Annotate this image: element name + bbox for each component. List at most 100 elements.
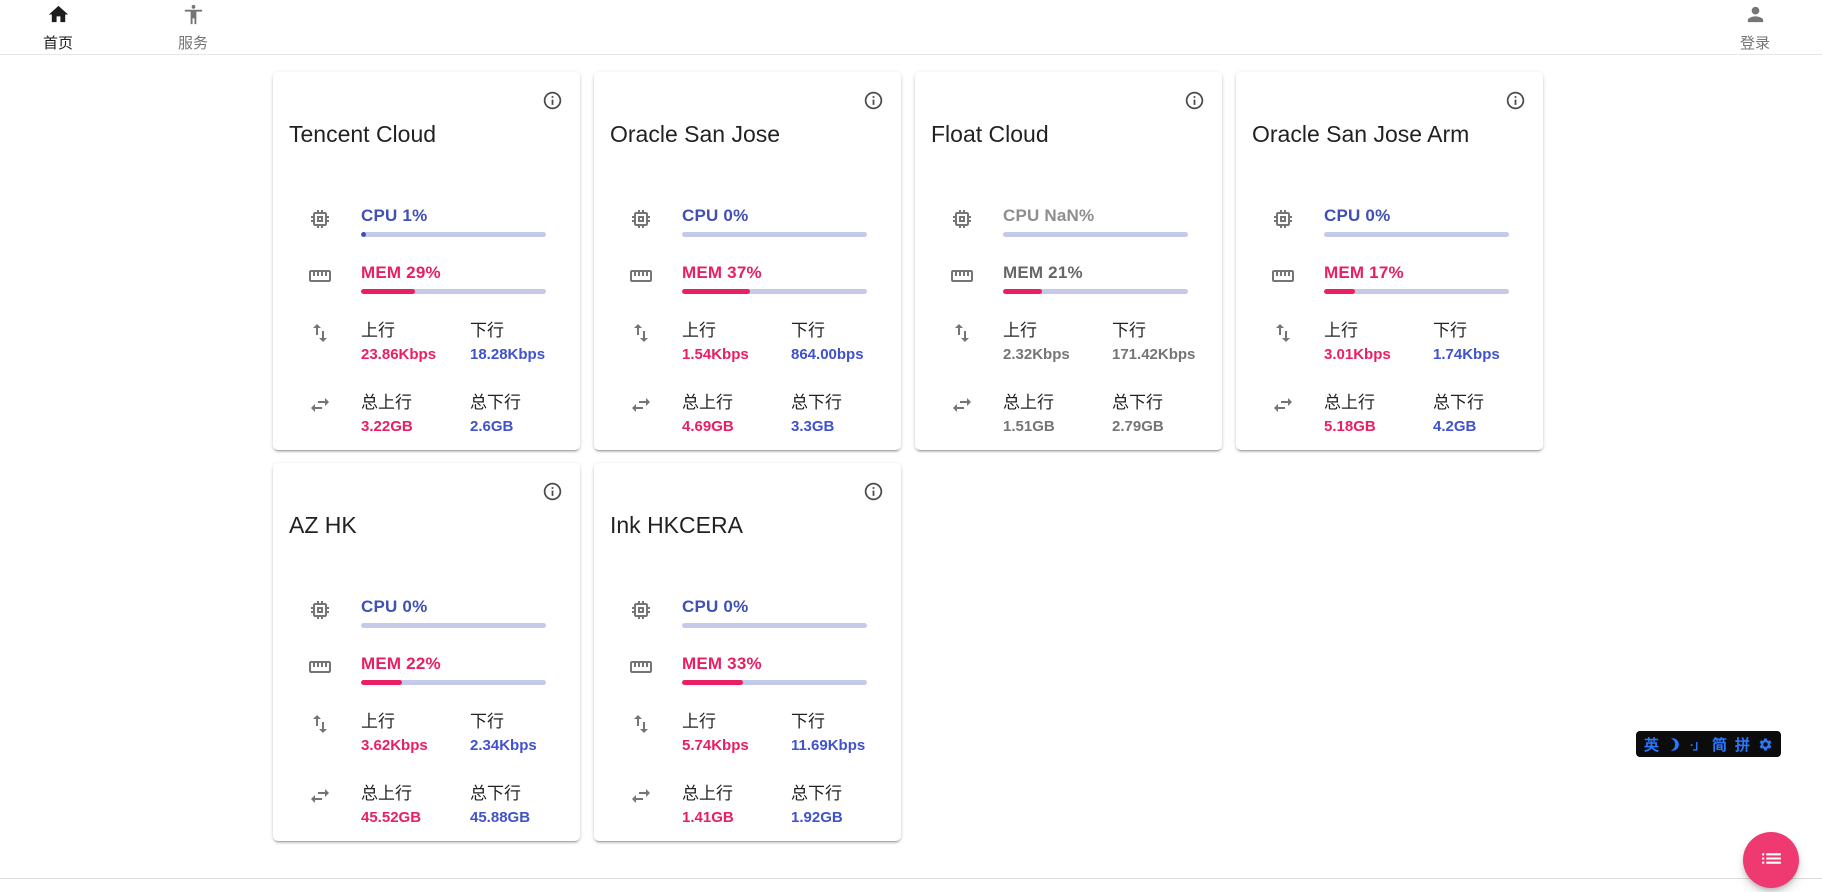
download-value: 18.28Kbps: [470, 346, 546, 364]
total-upload: 总上行 4.69GB: [682, 392, 791, 436]
swap-vertical-icon: [1271, 320, 1295, 364]
server-stats: CPU 0% MEM 22%: [289, 597, 560, 827]
total-download: 总下行 2.79GB: [1112, 392, 1164, 436]
server-stats: CPU 0% MEM 17%: [1252, 206, 1523, 436]
upload-value: 2.32Kbps: [1003, 346, 1070, 364]
server-card: Ink HKCERA CPU 0%: [594, 463, 901, 841]
download-value: 2.34Kbps: [470, 737, 537, 755]
ime-punctuation-toggle[interactable]: ·」: [1690, 737, 1705, 752]
cpu-usage-text: CPU 0%: [682, 597, 749, 617]
ime-pinyin-toggle[interactable]: 拼: [1735, 736, 1751, 754]
info-button[interactable]: [541, 91, 563, 114]
nav-item-services[interactable]: 服务: [147, 1, 239, 53]
swap-horizontal-icon: [1271, 392, 1295, 436]
nav-item-login-label: 登录: [1739, 35, 1770, 52]
total-upload-value: 45.52GB: [361, 809, 422, 827]
upload-speed: 上行 5.74Kbps: [682, 711, 791, 755]
download-label: 下行: [470, 321, 504, 341]
total-download: 总下行 4.2GB: [1433, 392, 1484, 436]
ime-language-toggle[interactable]: 英: [1644, 736, 1660, 754]
total-row: 总上行 1.51GB 总下行 2.79GB: [931, 392, 1202, 436]
speed-stats: 上行 2.32Kbps 下行 171.42Kbps: [1003, 320, 1202, 364]
mem-stat: MEM 29%: [361, 263, 560, 295]
download-speed: 下行 1.74Kbps: [1433, 320, 1500, 364]
info-button[interactable]: [1183, 90, 1205, 116]
speed-stats: 上行 23.86Kbps 下行 18.28Kbps: [361, 320, 560, 364]
info-button[interactable]: [1504, 90, 1526, 116]
top-navbar: 首页 服务 登录: [0, 0, 1822, 55]
list-icon: [1759, 846, 1784, 874]
gear-icon[interactable]: [1758, 737, 1773, 752]
info-icon: [542, 481, 563, 507]
ruler-icon: [308, 654, 332, 685]
upload-label: 上行: [682, 712, 716, 732]
swap-vertical-icon: [308, 320, 332, 364]
total-upload-value: 4.69GB: [682, 418, 734, 436]
total-stats: 总上行 3.22GB 总下行 2.6GB: [361, 392, 560, 436]
mem-progress-fill: [1324, 289, 1356, 295]
total-download-label: 总下行: [791, 784, 842, 804]
server-card: Oracle San Jose Arm CPU 0%: [1236, 72, 1543, 450]
upload-speed: 上行 3.62Kbps: [361, 711, 470, 755]
cpu-chip-icon: [950, 206, 974, 237]
swap-horizontal-icon: [629, 392, 653, 436]
mem-progress-bar: [1324, 289, 1509, 295]
upload-label: 上行: [361, 712, 395, 732]
ime-simplified-toggle[interactable]: 简: [1712, 736, 1728, 754]
total-download-value: 4.2GB: [1433, 418, 1477, 436]
mem-row: MEM 29%: [289, 263, 560, 295]
mem-progress-bar: [1003, 289, 1188, 295]
upload-value: 23.86Kbps: [361, 346, 437, 364]
server-list-fab[interactable]: [1743, 832, 1799, 888]
info-icon: [863, 90, 884, 116]
person-icon: [1744, 3, 1767, 30]
download-speed: 下行 11.69Kbps: [791, 711, 865, 755]
total-download-label: 总下行: [791, 393, 842, 413]
total-download-label: 总下行: [470, 784, 521, 804]
total-download: 总下行 2.6GB: [470, 392, 521, 436]
cpu-progress-bar: [1003, 232, 1188, 238]
info-icon: [1184, 90, 1205, 116]
cpu-stat: CPU 0%: [1324, 206, 1523, 238]
speed-row: 上行 5.74Kbps 下行 11.69Kbps: [610, 711, 881, 755]
mem-progress-bar: [361, 289, 546, 295]
mem-progress-fill: [361, 680, 402, 686]
ruler-icon: [1271, 263, 1295, 294]
nav-item-home[interactable]: 首页: [12, 1, 104, 53]
home-icon: [47, 3, 70, 30]
info-icon: [1505, 90, 1526, 116]
total-upload: 总上行 5.18GB: [1324, 392, 1433, 436]
download-speed: 下行 18.28Kbps: [470, 320, 545, 364]
server-card: Oracle San Jose CPU 0%: [594, 72, 901, 450]
mem-usage-text: MEM 29%: [361, 263, 441, 283]
mem-row: MEM 37%: [610, 263, 881, 295]
mem-progress-fill: [361, 289, 415, 295]
upload-value: 5.74Kbps: [682, 737, 749, 755]
cpu-progress-bar: [361, 232, 546, 238]
server-name: Float Cloud: [931, 121, 1049, 148]
download-label: 下行: [470, 712, 504, 732]
info-button[interactable]: [541, 481, 563, 507]
info-button[interactable]: [862, 90, 884, 116]
moon-icon[interactable]: [1667, 737, 1682, 752]
nav-item-login[interactable]: 登录: [1709, 1, 1801, 53]
nav-item-home-label: 首页: [42, 35, 73, 52]
total-upload-label: 总上行: [1003, 393, 1054, 413]
total-download-label: 总下行: [1433, 393, 1484, 413]
total-upload-label: 总上行: [1324, 393, 1375, 413]
server-name: Tencent Cloud: [289, 121, 437, 148]
swap-vertical-icon: [950, 320, 974, 364]
ruler-icon: [629, 654, 653, 685]
mem-progress-bar: [682, 289, 867, 295]
server-stats: CPU 1% MEM 29%: [289, 206, 560, 436]
cpu-stat: CPU 0%: [682, 597, 881, 629]
download-value: 1.74Kbps: [1433, 346, 1500, 364]
download-value: 864.00bps: [791, 346, 864, 364]
server-name: Oracle San Jose: [610, 121, 781, 148]
total-upload: 总上行 1.41GB: [682, 783, 791, 827]
total-row: 总上行 4.69GB 总下行 3.3GB: [610, 392, 881, 436]
total-download-label: 总下行: [1112, 393, 1163, 413]
total-upload-value: 5.18GB: [1324, 418, 1376, 436]
info-button[interactable]: [862, 482, 884, 505]
cpu-usage-text: CPU 0%: [361, 597, 428, 617]
